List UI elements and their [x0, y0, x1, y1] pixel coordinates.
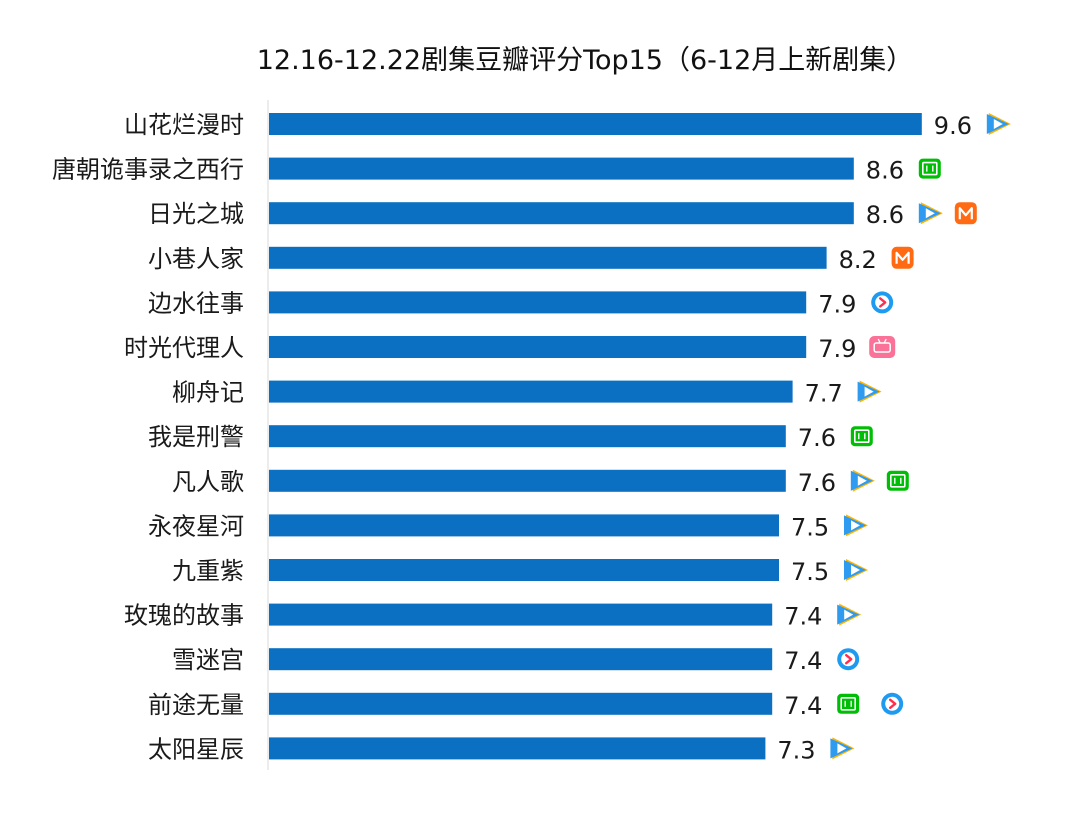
- bar: [269, 246, 827, 269]
- value-label: 8.6: [866, 201, 904, 229]
- bar: [269, 737, 766, 760]
- iqiyi-icon: [886, 470, 909, 491]
- value-label: 7.9: [818, 335, 856, 363]
- tencent-video-icon: [844, 514, 868, 537]
- category-label: 太阳星辰: [148, 735, 244, 763]
- category-label: 柳舟记: [172, 379, 244, 407]
- chart-title: 12.16-12.22剧集豆瓣评分Top15（6-12月上新剧集）: [256, 45, 914, 76]
- mango-tv-icon: [954, 202, 977, 225]
- category-label: 前途无量: [148, 691, 244, 719]
- bar-row: 日光之城 8.6: [148, 200, 977, 229]
- bar: [269, 113, 922, 135]
- mango-tv-icon: [891, 246, 914, 269]
- bar: [269, 380, 793, 403]
- value-label: 7.5: [791, 558, 829, 586]
- bar: [269, 291, 807, 314]
- bar-row: 柳舟记 7.7: [172, 379, 882, 408]
- bar: [269, 336, 807, 358]
- bilibili-icon: [869, 336, 896, 358]
- value-label: 8.6: [866, 157, 904, 185]
- bar-row: 小巷人家 8.2: [148, 245, 914, 274]
- value-label: 7.4: [784, 692, 822, 720]
- bar: [269, 603, 773, 626]
- bar-row: 我是刑警 7.6: [148, 423, 873, 452]
- youku-icon: [871, 291, 894, 314]
- youku-icon: [881, 692, 904, 715]
- tencent-video-icon: [830, 737, 855, 760]
- category-label: 凡人歌: [172, 468, 244, 496]
- category-label: 小巷人家: [148, 245, 244, 273]
- category-label: 唐朝诡事录之西行: [52, 156, 244, 184]
- bar: [269, 157, 854, 180]
- category-label: 山花烂漫时: [124, 111, 244, 139]
- iqiyi-icon: [837, 693, 860, 714]
- category-label: 玫瑰的故事: [124, 602, 244, 630]
- bar: [269, 202, 854, 225]
- bar-row: 玫瑰的故事 7.4: [124, 602, 862, 631]
- bar: [269, 469, 786, 492]
- bar-row: 永夜星河 7.5: [148, 512, 868, 541]
- category-label: 日光之城: [148, 200, 244, 228]
- category-label: 时光代理人: [124, 334, 244, 362]
- bar-row: 太阳星辰 7.3: [148, 735, 855, 764]
- bar: [269, 559, 779, 581]
- bar: [269, 648, 773, 671]
- iqiyi-icon: [850, 426, 873, 447]
- tencent-video-icon: [857, 380, 882, 403]
- category-label: 雪迷宫: [172, 646, 244, 674]
- value-label: 7.9: [818, 290, 856, 318]
- bar-row: 山花烂漫时 9.6: [124, 111, 1011, 140]
- iqiyi-icon: [918, 158, 941, 179]
- category-label: 边水往事: [148, 289, 244, 317]
- tencent-video-icon: [918, 202, 943, 225]
- bar-row: 凡人歌 7.6: [172, 468, 909, 497]
- value-label: 7.5: [791, 513, 829, 541]
- tencent-video-icon: [986, 113, 1011, 135]
- youku-icon: [837, 648, 860, 671]
- value-label: 7.6: [798, 424, 836, 452]
- value-label: 7.7: [805, 380, 843, 408]
- category-label: 九重紫: [172, 557, 244, 585]
- bar-row: 雪迷宫 7.4: [172, 646, 860, 675]
- value-label: 7.4: [784, 603, 822, 631]
- bar: [269, 692, 773, 715]
- value-label: 7.6: [798, 469, 836, 497]
- value-label: 7.4: [784, 647, 822, 675]
- value-label: 9.6: [934, 112, 972, 140]
- tencent-video-icon: [850, 469, 875, 492]
- bar: [269, 425, 786, 448]
- value-label: 7.3: [777, 736, 815, 764]
- bar-row: 边水往事 7.9: [148, 289, 894, 318]
- tencent-video-icon: [837, 603, 862, 626]
- bar-row: 九重紫 7.5: [172, 557, 868, 586]
- category-label: 永夜星河: [148, 512, 244, 540]
- bar-row: 时光代理人 7.9: [124, 334, 896, 363]
- bar-row: 前途无量 7.4: [148, 691, 904, 720]
- category-label: 我是刑警: [148, 423, 244, 451]
- bar: [269, 514, 779, 537]
- value-label: 8.2: [839, 246, 877, 274]
- tencent-video-icon: [844, 559, 868, 581]
- bar-row: 唐朝诡事录之西行 8.6: [52, 156, 941, 185]
